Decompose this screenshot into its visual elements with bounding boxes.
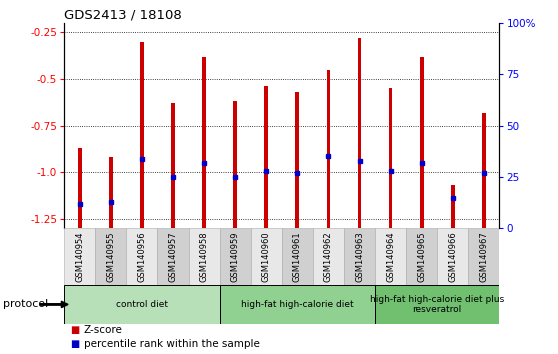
Bar xyxy=(64,285,220,324)
Text: GSM140954: GSM140954 xyxy=(75,231,84,282)
Bar xyxy=(296,92,299,228)
Bar xyxy=(375,285,499,324)
Bar xyxy=(451,185,455,228)
Text: GSM140957: GSM140957 xyxy=(169,231,177,282)
Bar xyxy=(109,158,113,228)
Text: GSM140964: GSM140964 xyxy=(386,231,395,282)
Bar xyxy=(251,228,282,285)
Bar xyxy=(468,228,499,285)
Bar xyxy=(282,228,313,285)
Text: GSM140960: GSM140960 xyxy=(262,231,271,282)
Bar xyxy=(202,57,206,228)
Bar xyxy=(140,42,144,228)
Bar xyxy=(406,228,437,285)
Text: GSM140956: GSM140956 xyxy=(137,231,146,282)
Text: GSM140959: GSM140959 xyxy=(230,231,239,282)
Bar xyxy=(326,70,330,228)
Text: GSM140967: GSM140967 xyxy=(479,231,488,282)
Text: protocol: protocol xyxy=(3,299,48,309)
Bar xyxy=(344,228,375,285)
Bar xyxy=(95,228,126,285)
Text: control diet: control diet xyxy=(116,300,168,309)
Bar xyxy=(389,88,392,228)
Text: GSM140962: GSM140962 xyxy=(324,231,333,282)
Text: GDS2413 / 18108: GDS2413 / 18108 xyxy=(64,9,182,22)
Bar xyxy=(482,113,485,228)
Bar xyxy=(78,148,81,228)
Bar xyxy=(375,228,406,285)
Bar xyxy=(171,103,175,228)
Bar xyxy=(189,228,220,285)
Bar xyxy=(126,228,157,285)
Text: GSM140965: GSM140965 xyxy=(417,231,426,282)
Bar xyxy=(220,285,375,324)
Text: ■: ■ xyxy=(70,339,79,349)
Bar xyxy=(358,38,362,228)
Text: GSM140963: GSM140963 xyxy=(355,231,364,282)
Text: percentile rank within the sample: percentile rank within the sample xyxy=(84,339,259,349)
Bar xyxy=(64,228,95,285)
Bar xyxy=(264,86,268,228)
Bar xyxy=(220,228,251,285)
Text: GSM140955: GSM140955 xyxy=(107,231,116,282)
Text: high-fat high-calorie diet plus
resveratrol: high-fat high-calorie diet plus resverat… xyxy=(370,295,504,314)
Text: GSM140958: GSM140958 xyxy=(200,231,209,282)
Bar xyxy=(313,228,344,285)
Text: GSM140966: GSM140966 xyxy=(448,231,457,282)
Bar xyxy=(437,228,468,285)
Text: Z-score: Z-score xyxy=(84,325,123,335)
Bar xyxy=(420,57,424,228)
Bar xyxy=(157,228,189,285)
Bar xyxy=(233,101,237,228)
Text: high-fat high-calorie diet: high-fat high-calorie diet xyxy=(241,300,354,309)
Text: ■: ■ xyxy=(70,325,79,335)
Text: GSM140961: GSM140961 xyxy=(293,231,302,282)
